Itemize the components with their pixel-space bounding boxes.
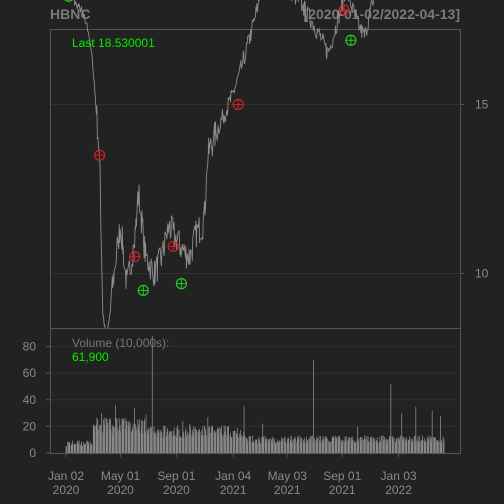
last-price-label: Last 18.530001	[72, 36, 155, 50]
volume-axis: 0 20 40 60 80	[23, 340, 50, 460]
buy-marker	[345, 34, 357, 46]
price-panel-frame	[50, 29, 461, 329]
x-tick-label-date: May 01	[101, 469, 141, 483]
volume-last-value: 61,900	[72, 350, 109, 364]
price-panel: 101520 Last 18.530001	[50, 0, 489, 352]
chart-date-range: [2020-01-02/2022-04-13]	[304, 6, 460, 22]
x-tick-label-date: Jan 03	[381, 469, 417, 483]
buy-marker	[64, 0, 73, 2]
price-series-line	[71, 0, 374, 352]
volume-tick-label: 40	[23, 393, 37, 407]
volume-label: Volume (10,000s):	[72, 336, 169, 350]
x-tick-label-year: 2020	[53, 483, 80, 497]
x-tick-label-year: 2020	[163, 483, 190, 497]
x-tick-label-date: Jan 04	[215, 469, 251, 483]
x-tick-label-date: Sep 01	[157, 469, 195, 483]
volume-tick-label: 80	[23, 340, 37, 354]
volume-bars	[65, 336, 445, 453]
buy-marker	[137, 284, 149, 296]
volume-tick-label: 60	[23, 366, 37, 380]
sell-marker	[129, 251, 141, 263]
x-tick-label-date: May 03	[268, 469, 308, 483]
volume-tick-label: 20	[23, 419, 37, 433]
volume-tick-label: 0	[29, 446, 36, 460]
price-tick-label: 15	[475, 98, 489, 112]
price-tick-label: 10	[475, 267, 489, 281]
sell-markers	[94, 4, 350, 263]
price-gridlines	[51, 104, 460, 274]
x-tick-label-year: 2021	[274, 483, 301, 497]
buy-marker	[175, 278, 187, 290]
sell-marker	[338, 4, 350, 16]
x-tick-label-year: 2021	[329, 483, 356, 497]
sell-marker	[167, 240, 179, 253]
price-axis: 101520	[460, 98, 489, 281]
sell-marker	[94, 149, 106, 161]
volume-panel: 0 20 40 60 80 Volume (10,000s): 61,900	[23, 328, 461, 460]
x-tick-label-year: 2021	[220, 483, 247, 497]
x-tick-label-date: Jan 02	[48, 469, 84, 483]
x-tick-label-year: 2020	[107, 483, 134, 497]
buy-marker-ring	[64, 0, 73, 2]
sell-marker	[232, 98, 244, 111]
x-tick-label-date: Sep 01	[323, 469, 361, 483]
x-tick-label-year: 2022	[385, 483, 412, 497]
